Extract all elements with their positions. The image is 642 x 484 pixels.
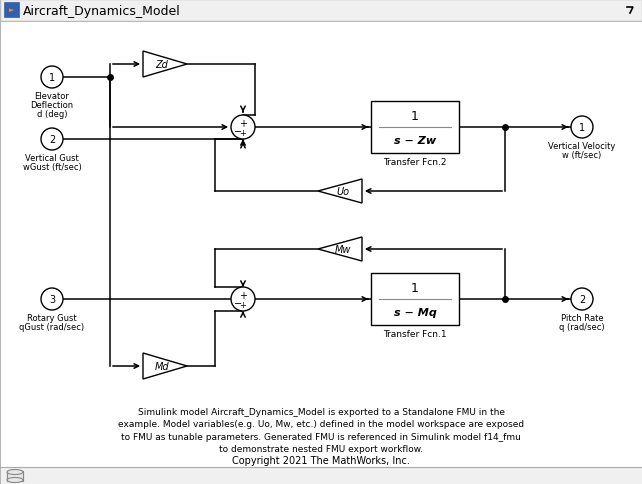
Text: +: + bbox=[239, 290, 247, 301]
Text: s − Zw: s − Zw bbox=[394, 136, 436, 146]
Bar bbox=[371, 273, 459, 325]
Text: Transfer Fcn.2: Transfer Fcn.2 bbox=[383, 158, 447, 166]
Text: −: − bbox=[234, 298, 242, 308]
Text: Mw: Mw bbox=[335, 244, 351, 255]
Text: 1: 1 bbox=[579, 123, 585, 133]
Bar bbox=[4, 3, 19, 18]
Text: s − Mq: s − Mq bbox=[394, 307, 437, 318]
Text: d (deg): d (deg) bbox=[37, 110, 67, 119]
Text: Vertical Gust: Vertical Gust bbox=[25, 154, 79, 163]
Bar bbox=[0, 467, 642, 484]
Ellipse shape bbox=[7, 478, 23, 483]
Text: +: + bbox=[239, 119, 247, 129]
Polygon shape bbox=[143, 52, 187, 78]
Text: q (rad/sec): q (rad/sec) bbox=[559, 322, 605, 332]
Bar bbox=[371, 102, 459, 154]
Circle shape bbox=[41, 67, 63, 89]
Text: Rotary Gust: Rotary Gust bbox=[27, 313, 77, 322]
Text: Copyright 2021 The MathWorks, Inc.: Copyright 2021 The MathWorks, Inc. bbox=[232, 455, 410, 465]
Circle shape bbox=[41, 288, 63, 310]
Text: 1: 1 bbox=[411, 110, 419, 123]
Text: +: + bbox=[239, 301, 247, 310]
Text: +: + bbox=[239, 129, 247, 138]
Text: −: − bbox=[234, 127, 242, 136]
Bar bbox=[7, 471, 23, 481]
Ellipse shape bbox=[7, 469, 23, 474]
Text: Aircraft_Dynamics_Model: Aircraft_Dynamics_Model bbox=[23, 4, 181, 17]
Circle shape bbox=[231, 116, 255, 140]
Text: Zd: Zd bbox=[155, 60, 168, 70]
Text: 1: 1 bbox=[411, 282, 419, 295]
Circle shape bbox=[231, 287, 255, 311]
Text: Elevator: Elevator bbox=[35, 92, 69, 101]
Polygon shape bbox=[143, 353, 187, 379]
Bar bbox=[0, 0, 642, 22]
Circle shape bbox=[571, 288, 593, 310]
Text: Deflection: Deflection bbox=[30, 101, 74, 110]
Text: w (ft/sec): w (ft/sec) bbox=[562, 151, 602, 160]
Text: wGust (ft/sec): wGust (ft/sec) bbox=[22, 163, 82, 172]
Text: Pitch Rate: Pitch Rate bbox=[560, 313, 603, 322]
Text: Md: Md bbox=[155, 361, 169, 371]
Text: 2: 2 bbox=[579, 294, 585, 304]
Text: qGust (rad/sec): qGust (rad/sec) bbox=[19, 322, 85, 332]
Text: 2: 2 bbox=[49, 135, 55, 145]
Polygon shape bbox=[318, 238, 362, 261]
Text: Uo: Uo bbox=[336, 187, 349, 197]
Text: 3: 3 bbox=[49, 294, 55, 304]
Circle shape bbox=[41, 129, 63, 151]
Circle shape bbox=[571, 117, 593, 139]
Text: Simulink model Aircraft_Dynamics_Model is exported to a Standalone FMU in the
ex: Simulink model Aircraft_Dynamics_Model i… bbox=[118, 407, 524, 454]
Text: 1: 1 bbox=[49, 73, 55, 83]
Text: Vertical Velocity: Vertical Velocity bbox=[548, 142, 616, 151]
Text: Transfer Fcn.1: Transfer Fcn.1 bbox=[383, 329, 447, 338]
Polygon shape bbox=[318, 180, 362, 204]
Text: ►: ► bbox=[9, 7, 14, 14]
